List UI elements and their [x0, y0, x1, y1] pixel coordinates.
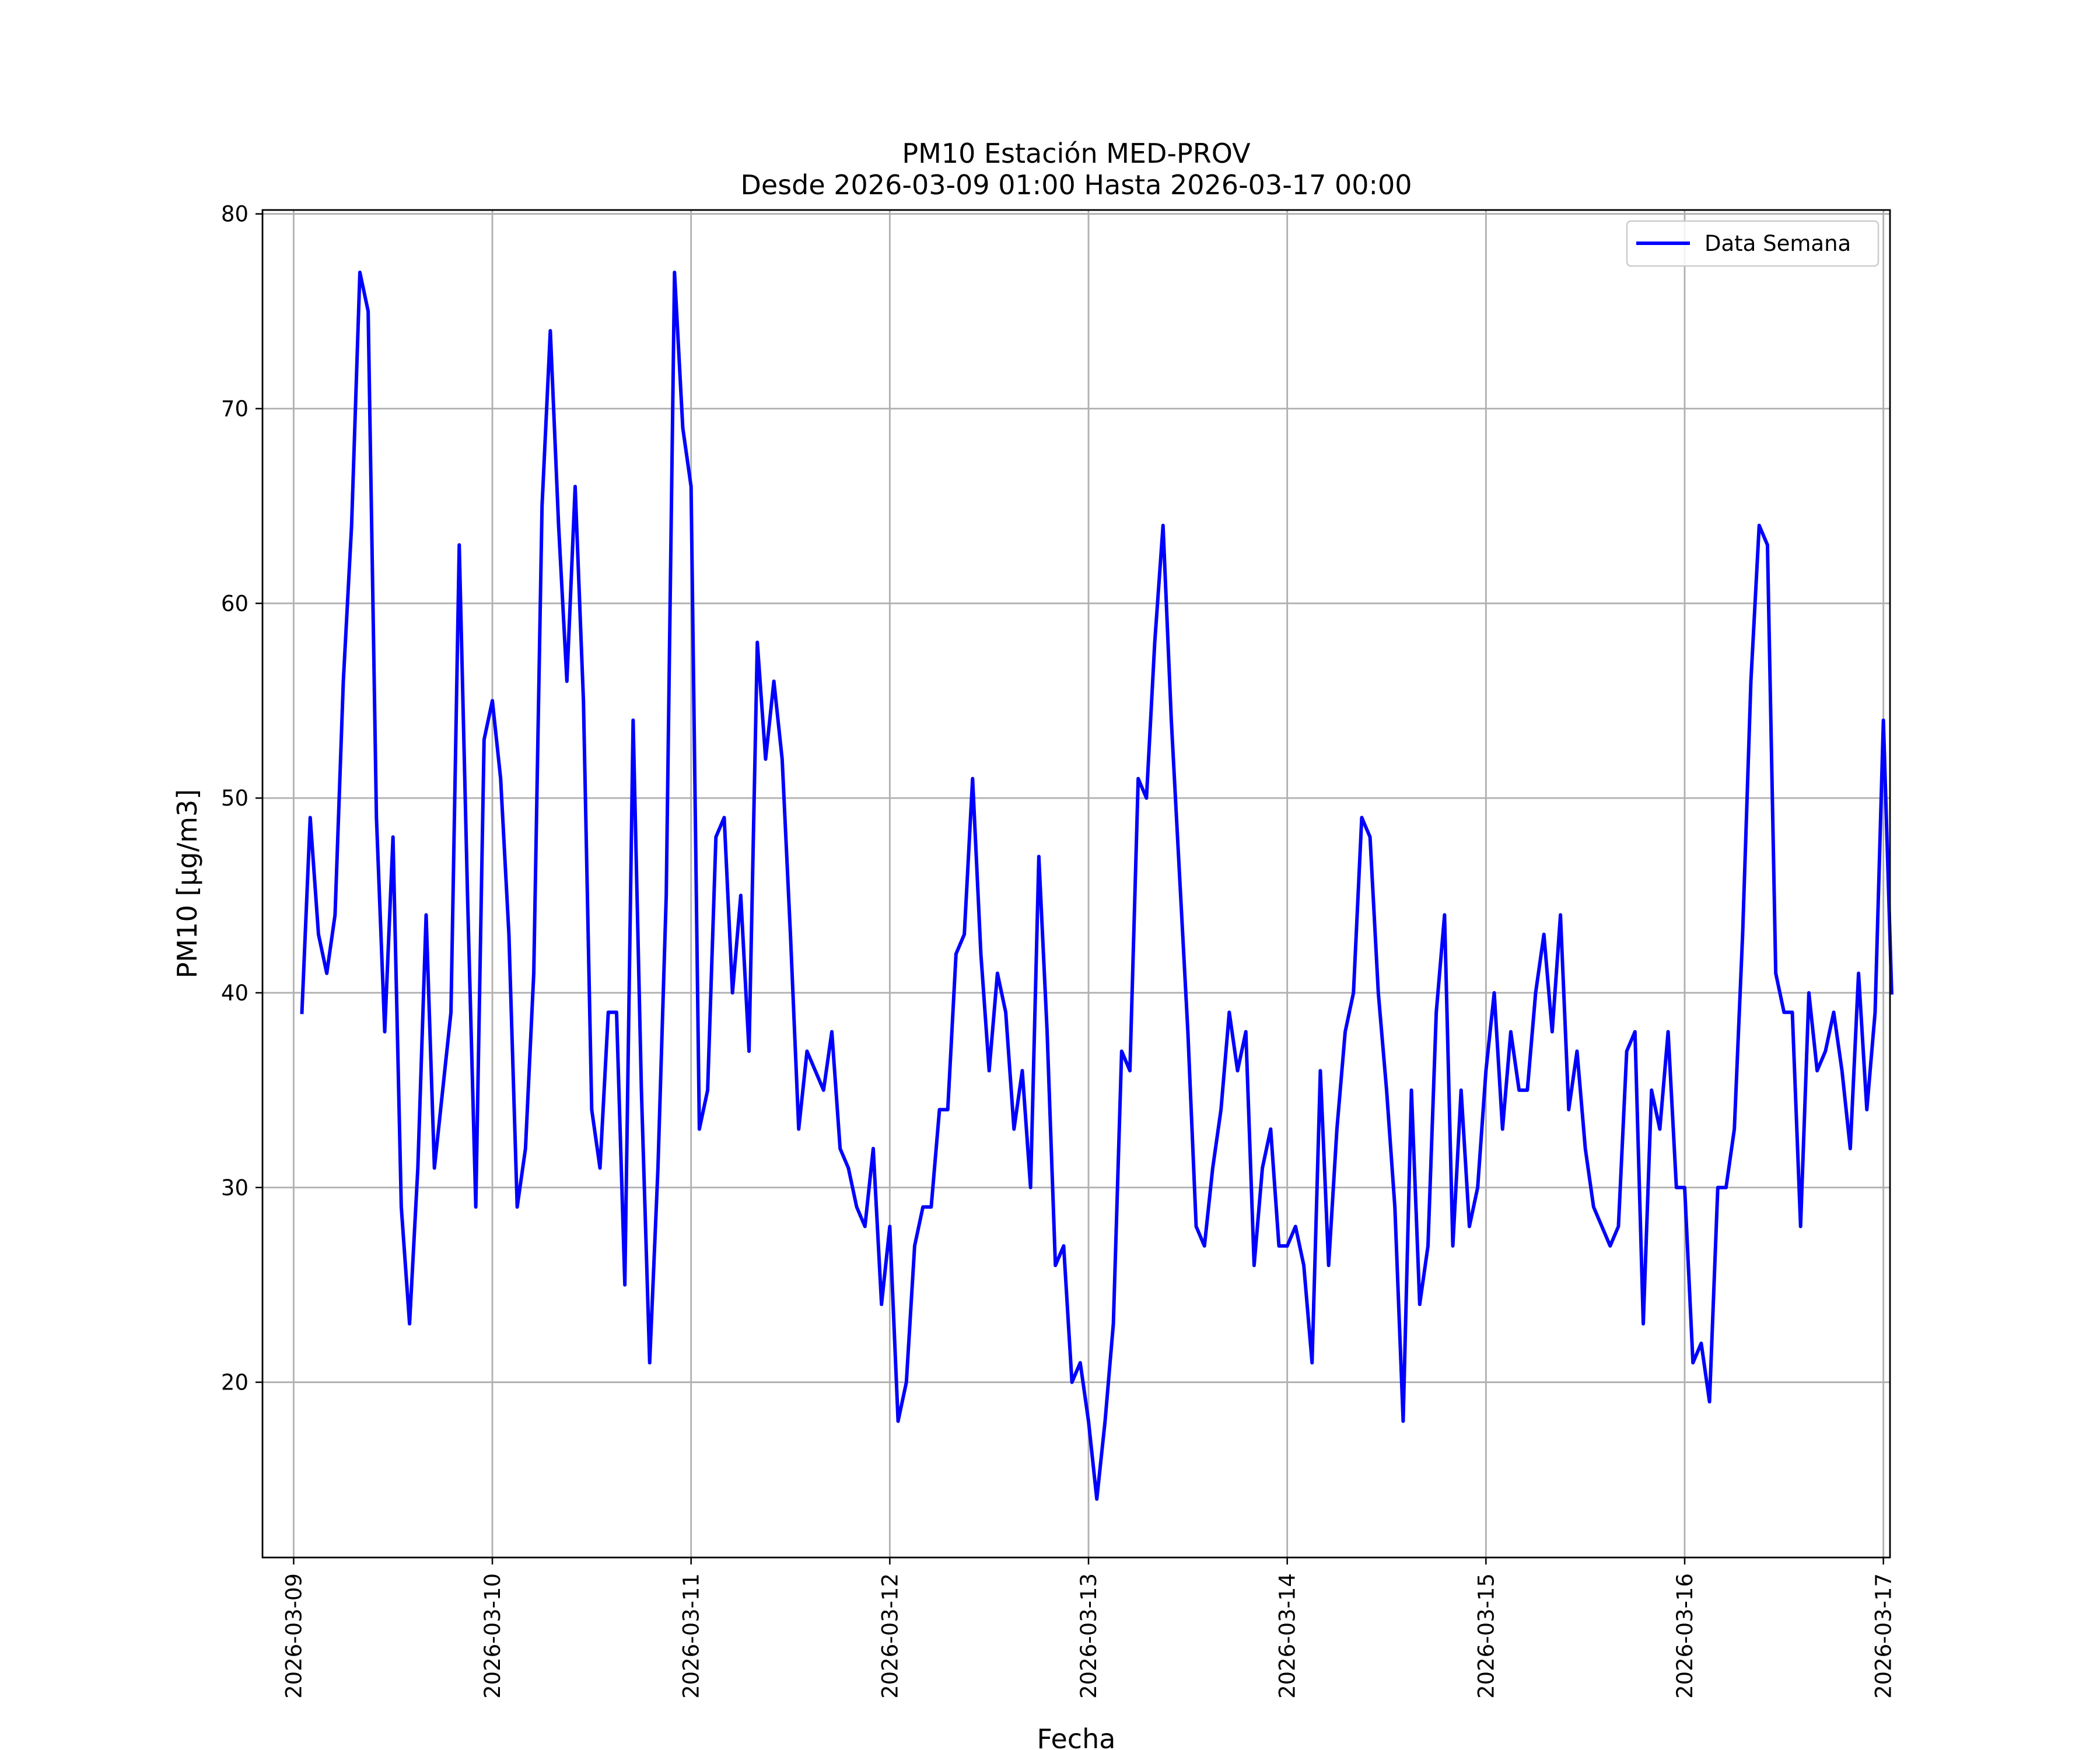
x-tick-label: 2026-03-16 [1672, 1573, 1698, 1699]
legend-label: Data Semana [1704, 231, 1851, 256]
x-tick-label: 2026-03-14 [1275, 1573, 1300, 1699]
chart-title: PM10 Estación MED-PROV [902, 138, 1251, 169]
x-tick-label: 2026-03-11 [679, 1573, 704, 1699]
x-tick-label: 2026-03-10 [480, 1573, 505, 1699]
y-axis-label: PM10 [μg/m3] [172, 789, 203, 979]
x-tick-label: 2026-03-12 [877, 1573, 902, 1699]
x-axis-label: Fecha [1037, 1723, 1116, 1750]
y-tick-label: 50 [221, 786, 249, 811]
x-tick-label: 2026-03-17 [1871, 1573, 1896, 1699]
y-tick-label: 70 [221, 396, 249, 421]
y-tick-label: 20 [221, 1370, 249, 1395]
ticks: 2026-03-09 2026-03-10 2026-03-11 2026-03-12… [221, 202, 1896, 1699]
plot-frame [261, 209, 1891, 1559]
y-tick-label: 30 [221, 1175, 249, 1200]
legend: Data Semana [1626, 220, 1880, 267]
x-tick-label: 2026-03-15 [1474, 1573, 1499, 1699]
series-layer [300, 270, 1894, 1501]
series-line-0 [300, 270, 1894, 1501]
legend-box [1626, 220, 1880, 267]
chart-subtitle: Desde 2026-03-09 01:00 Hasta 2026-03-17 … [740, 169, 1412, 201]
y-tick-label: 40 [221, 981, 249, 1006]
y-tick-label: 60 [221, 591, 249, 616]
y-tick-label: 80 [221, 202, 249, 227]
x-tick-label: 2026-03-13 [1076, 1573, 1101, 1699]
grid [262, 210, 1890, 1558]
x-tick-label: 2026-03-09 [281, 1573, 306, 1699]
